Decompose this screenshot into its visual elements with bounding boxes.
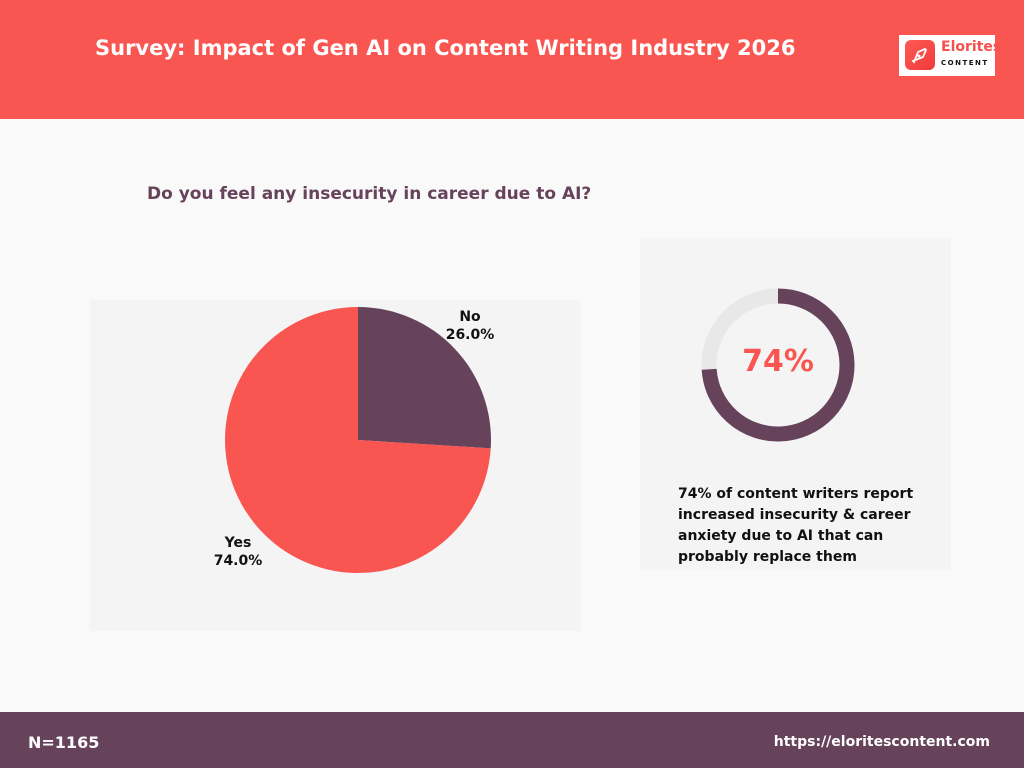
logo-name: Elorites: [941, 39, 1002, 55]
logo-sub: CONTENT: [941, 59, 989, 67]
header-bar: [0, 0, 1024, 119]
pie-slice-no: [358, 307, 491, 449]
page-title: Survey: Impact of Gen AI on Content Writ…: [95, 36, 796, 60]
pie-label-yes: Yes 74.0%: [208, 534, 268, 570]
donut-progress-arc: [701, 288, 855, 442]
donut-value: 74%: [742, 344, 814, 379]
question-heading: Do you feel any insecurity in career due…: [147, 184, 592, 204]
pie-label-no-category: No: [459, 309, 481, 325]
pie-label-yes-value: 74.0%: [213, 553, 263, 569]
stat-description: 74% of content writers report increased …: [678, 486, 914, 565]
sample-size: N=1165: [28, 733, 100, 752]
pie-label-no-value: 26.0%: [445, 327, 495, 343]
logo: Elorites CONTENT: [899, 35, 1001, 76]
pie-label-yes-category: Yes: [224, 535, 252, 551]
website-link[interactable]: https://eloritescontent.com: [773, 734, 990, 750]
footer-bar: [0, 712, 1024, 768]
pen-nib-icon: [905, 40, 935, 70]
pie-slice-yes: [225, 307, 491, 573]
pie-label-no: No 26.0%: [440, 308, 500, 344]
